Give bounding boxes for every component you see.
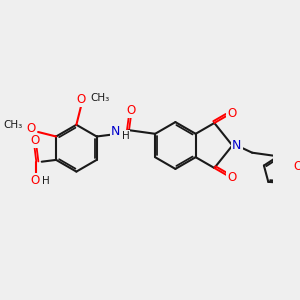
Text: CH₃: CH₃ [90,93,109,103]
Text: O: O [227,171,236,184]
Text: O: O [26,122,35,135]
Text: O: O [76,93,86,106]
Text: CH₃: CH₃ [4,120,23,130]
Text: O: O [30,134,39,148]
Text: O: O [227,106,236,120]
Text: O: O [31,174,40,187]
Text: O: O [294,160,300,173]
Text: H: H [122,130,130,141]
Text: N: N [111,124,120,138]
Text: H: H [42,176,50,186]
Text: O: O [126,104,136,117]
Text: N: N [232,139,242,152]
